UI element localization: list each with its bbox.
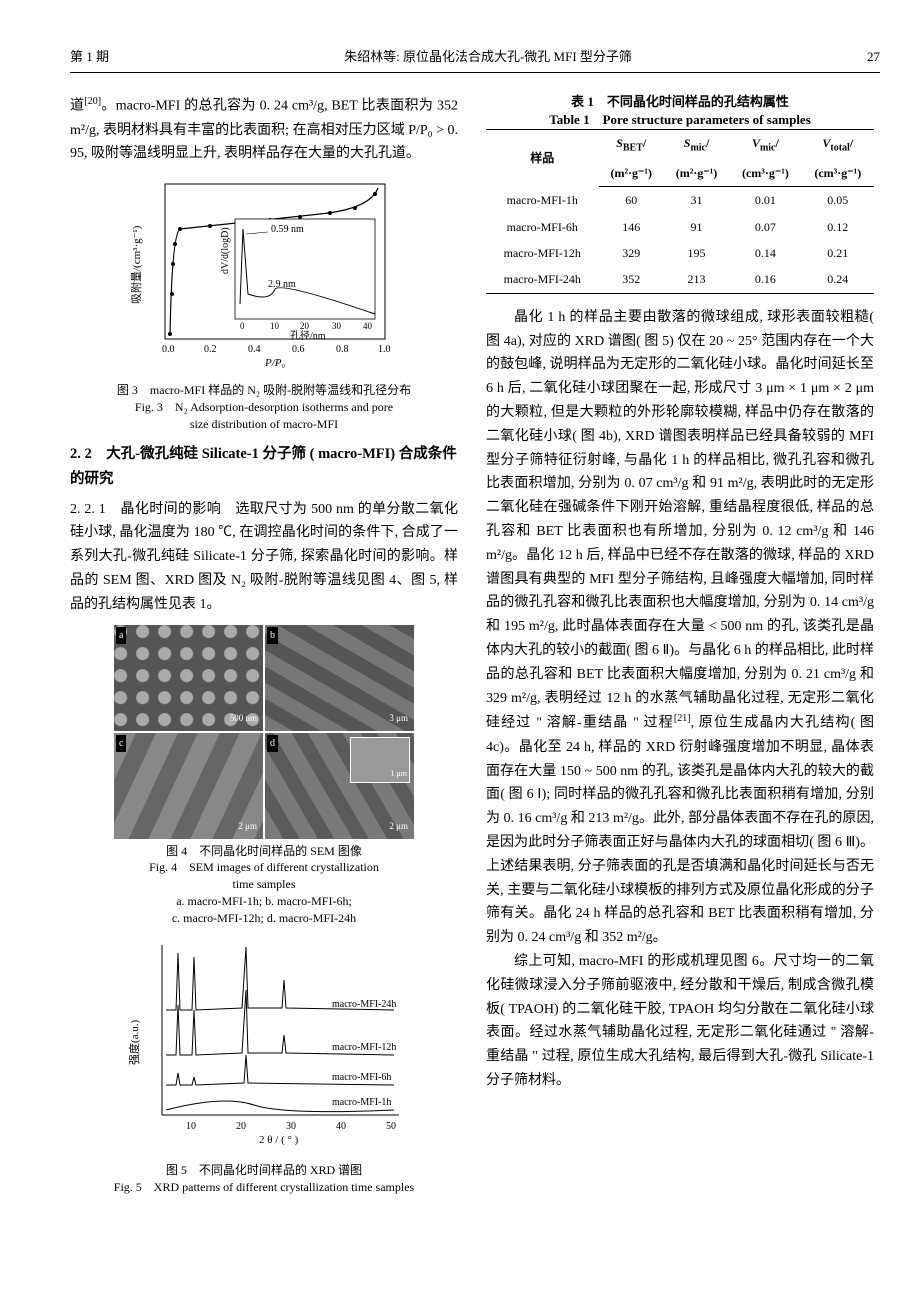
paragraph-221: 2. 2. 1 晶化时间的影响 选取尺寸为 500 nm 的单分散二氧化硅小球,…	[70, 498, 458, 617]
svg-text:macro-MFI-12h: macro-MFI-12h	[332, 1042, 396, 1053]
figure-4: a 500 nm b 3 μm c 2 μm d 1 μm 2 μm	[70, 625, 458, 927]
svg-text:macro-MFI-6h: macro-MFI-6h	[332, 1072, 391, 1083]
svg-text:30: 30	[332, 321, 342, 331]
table-row: macro-MFI-24h 352 213 0.16 0.24	[486, 266, 874, 293]
ref-20: [20]	[84, 96, 101, 107]
fig5-ylabel: 强度(a.u.)	[127, 1019, 141, 1065]
figure-5-caption: 图 5 不同晶化时间样品的 XRD 谱图 Fig. 5 XRD patterns…	[70, 1162, 458, 1196]
figure-3-caption: 图 3 macro-MFI 样品的 N₂ 吸附-脱附等温线和孔径分布 Fig. …	[70, 382, 458, 432]
svg-text:40: 40	[363, 321, 373, 331]
annot-29: 2.9 nm	[268, 279, 296, 290]
svg-text:40: 40	[336, 1121, 346, 1132]
ref-21: [21]	[674, 713, 691, 724]
fig3-xlabel: P/P₀	[264, 357, 285, 369]
svg-text:10: 10	[270, 321, 280, 331]
left-column: 道[20]。macro-MFI 的总孔容为 0. 24 cm³/g, BET 比…	[70, 93, 458, 1204]
svg-text:0.4: 0.4	[248, 344, 261, 355]
svg-text:0.6: 0.6	[292, 344, 305, 355]
table-1-body: macro-MFI-1h 60 31 0.01 0.05 macro-MFI-6…	[486, 187, 874, 294]
table-1-title-cn: 表 1 不同晶化时间样品的孔结构属性	[486, 93, 874, 111]
fig3-ylabel: 吸附量/(cm³·g⁻¹)	[129, 225, 143, 304]
section-2-2-heading: 2. 2 大孔-微孔纯硅 Silicate-1 分子筛 ( macro-MFI)…	[70, 442, 458, 491]
svg-text:0: 0	[240, 321, 245, 331]
paragraph-1: 道[20]。macro-MFI 的总孔容为 0. 24 cm³/g, BET 比…	[70, 93, 458, 166]
svg-text:10: 10	[186, 1121, 196, 1132]
svg-text:macro-MFI-1h: macro-MFI-1h	[332, 1097, 391, 1108]
svg-text:1.0: 1.0	[378, 344, 391, 355]
page-header: 第 1 期 朱绍林等: 原位晶化法合成大孔-微孔 MFI 型分子筛 27	[70, 46, 880, 73]
header-right: 27	[867, 46, 880, 68]
svg-text:0.0: 0.0	[162, 344, 175, 355]
fig5-xlabel: 2 θ / ( ° )	[259, 1134, 299, 1146]
svg-text:50: 50	[386, 1121, 396, 1132]
figure-3: 0.59 nm 2.9 nm 0 10 20 30 40 孔径/nm dV/d(…	[70, 174, 458, 432]
table-1-title-en: Table 1 Pore structure parameters of sam…	[486, 111, 874, 129]
header-left: 第 1 期	[70, 46, 109, 68]
paragraph-3: 综上可知, macro-MFI 的形成机理见图 6。尺寸均一的二氧化硅微球浸入分…	[486, 950, 874, 1093]
svg-text:macro-MFI-24h: macro-MFI-24h	[332, 999, 396, 1010]
svg-text:0.8: 0.8	[336, 344, 349, 355]
paragraph-2: 晶化 1 h 的样品主要由散落的微球组成, 球形表面较粗糙( 图 4a), 对应…	[486, 306, 874, 950]
figure-5: macro-MFI-24h macro-MFI-12h macro-MFI-6h…	[70, 935, 458, 1196]
table-row: macro-MFI-12h 329 195 0.14 0.21	[486, 240, 874, 266]
table-row: macro-MFI-1h 60 31 0.01 0.05	[486, 187, 874, 214]
inset-ylabel: dV/d(logD)	[220, 227, 231, 274]
header-center: 朱绍林等: 原位晶化法合成大孔-微孔 MFI 型分子筛	[344, 46, 632, 68]
right-column: 表 1 不同晶化时间样品的孔结构属性 Table 1 Pore structur…	[486, 93, 874, 1204]
svg-text:20: 20	[300, 321, 310, 331]
table-row: macro-MFI-6h 146 91 0.07 0.12	[486, 214, 874, 240]
annot-059: 0.59 nm	[271, 224, 304, 235]
figure-4-caption: 图 4 不同晶化时间样品的 SEM 图像 Fig. 4 SEM images o…	[70, 843, 458, 927]
svg-text:0.2: 0.2	[204, 344, 217, 355]
table-1: 样品 SBET/ Smic/ Vmic/ Vtotal/ (m²·g⁻¹) (m…	[486, 129, 874, 293]
svg-text:30: 30	[286, 1121, 296, 1132]
inset-xlabel: 孔径/nm	[290, 329, 326, 342]
svg-text:20: 20	[236, 1121, 246, 1132]
